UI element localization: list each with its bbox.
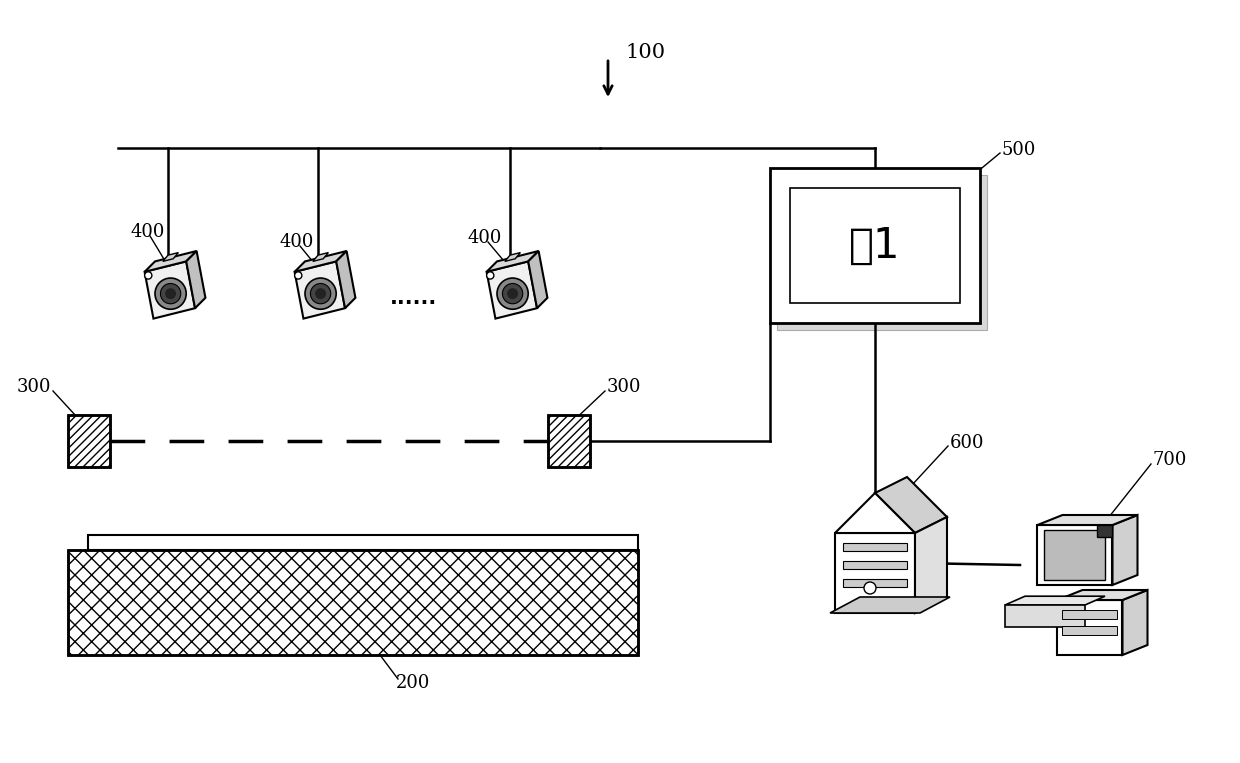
Polygon shape <box>1004 605 1085 627</box>
Polygon shape <box>1038 515 1137 525</box>
Polygon shape <box>295 251 347 272</box>
Polygon shape <box>835 493 915 533</box>
Polygon shape <box>295 262 345 319</box>
Polygon shape <box>486 262 537 319</box>
Polygon shape <box>1058 590 1147 600</box>
Bar <box>88 535 639 550</box>
Text: 400: 400 <box>467 229 502 247</box>
Circle shape <box>864 582 875 594</box>
Bar <box>770 168 980 323</box>
Polygon shape <box>915 517 947 613</box>
Circle shape <box>155 278 186 309</box>
Polygon shape <box>835 533 915 613</box>
Text: ......: ...... <box>391 288 438 308</box>
Circle shape <box>160 284 181 304</box>
Circle shape <box>502 284 523 304</box>
Bar <box>548 415 590 467</box>
Circle shape <box>165 288 176 299</box>
Polygon shape <box>1122 590 1147 655</box>
Circle shape <box>305 278 336 309</box>
Text: 装1: 装1 <box>849 224 900 266</box>
Circle shape <box>310 284 331 304</box>
Text: 400: 400 <box>280 233 315 251</box>
Polygon shape <box>162 253 179 262</box>
Polygon shape <box>505 253 521 262</box>
Polygon shape <box>336 251 356 308</box>
Circle shape <box>295 272 301 279</box>
Polygon shape <box>145 251 197 272</box>
Polygon shape <box>1004 596 1105 605</box>
Text: 100: 100 <box>625 43 665 62</box>
Text: 700: 700 <box>1153 451 1188 469</box>
Polygon shape <box>528 251 547 308</box>
Text: 400: 400 <box>130 223 165 241</box>
Bar <box>777 175 987 330</box>
Polygon shape <box>1058 600 1122 655</box>
Bar <box>68 550 639 655</box>
Bar <box>790 188 960 303</box>
Circle shape <box>497 278 528 309</box>
Bar <box>68 550 639 655</box>
Polygon shape <box>875 477 947 533</box>
Text: 200: 200 <box>396 674 430 692</box>
Circle shape <box>507 288 518 299</box>
Polygon shape <box>843 543 906 551</box>
Circle shape <box>315 288 326 299</box>
Text: 300: 300 <box>16 378 51 396</box>
Polygon shape <box>312 253 329 262</box>
Bar <box>68 415 110 467</box>
Bar <box>1063 610 1117 619</box>
Bar <box>1063 626 1117 635</box>
Polygon shape <box>843 579 906 587</box>
Polygon shape <box>1097 525 1112 537</box>
Circle shape <box>486 272 494 279</box>
Polygon shape <box>1112 515 1137 585</box>
Polygon shape <box>145 262 195 319</box>
Bar <box>548 415 590 467</box>
Polygon shape <box>1038 525 1112 585</box>
Circle shape <box>145 272 151 279</box>
Polygon shape <box>830 597 950 613</box>
Bar <box>68 415 110 467</box>
Polygon shape <box>486 251 538 272</box>
Text: 300: 300 <box>608 378 641 396</box>
Text: 600: 600 <box>950 434 985 452</box>
Text: 500: 500 <box>1002 141 1037 159</box>
Polygon shape <box>186 251 206 308</box>
Polygon shape <box>843 561 906 569</box>
Bar <box>1044 530 1106 580</box>
